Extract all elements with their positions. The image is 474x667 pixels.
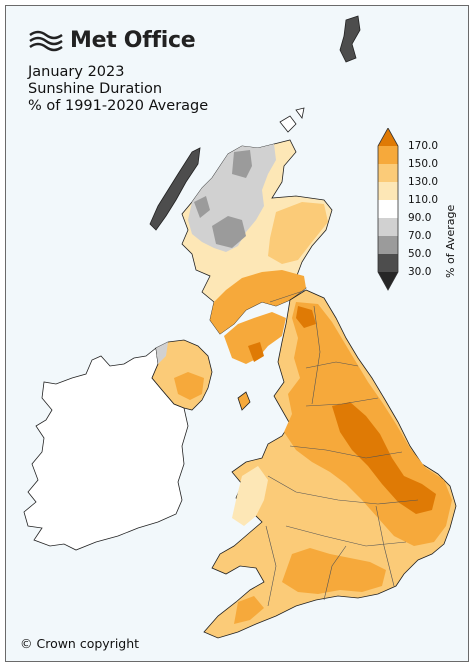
legend-label-50: 50.0 — [408, 248, 432, 260]
legend-label-170: 170.0 — [408, 140, 439, 152]
legend-label-30: 30.0 — [408, 266, 432, 278]
ireland-landmass — [23, 347, 189, 551]
scotland-grey-zone — [188, 144, 276, 252]
legend-swatch-above-170 — [378, 128, 398, 146]
wales-light-zone — [232, 466, 268, 526]
legend-swatch-70-90 — [378, 218, 398, 236]
shetland-islands — [339, 15, 361, 63]
orkney-islands — [279, 107, 305, 133]
england-deep-orange-zone — [296, 306, 436, 514]
legend-unit-label: % of Average — [444, 204, 457, 278]
legend-swatch-150-170 — [378, 146, 398, 164]
scotland-light-orange-zone — [268, 202, 328, 264]
legend-swatch-90-110 — [378, 200, 398, 218]
legend-label-130: 130.0 — [408, 176, 439, 188]
legend-swatch-50-70 — [378, 236, 398, 254]
sunshine-anomaly-map — [23, 15, 457, 639]
map-frame: Met Office January 2023 Sunshine Duratio… — [5, 5, 469, 662]
scotland-dark-grey-zone — [194, 150, 252, 248]
met-office-logo: Met Office — [28, 28, 196, 53]
title-variable: Sunshine Duration — [28, 81, 163, 97]
northern-ireland-patch — [174, 372, 204, 400]
northern-ireland-grey-patch — [156, 342, 168, 364]
legend-outline — [377, 128, 399, 291]
south-england-orange-zone — [234, 548, 386, 624]
title-units: % of 1991-2020 Average — [28, 98, 209, 114]
legend-label-150: 150.0 — [408, 158, 439, 170]
isle-of-man — [237, 391, 251, 411]
legend-colorbar — [377, 128, 399, 291]
legend-swatch-below-30 — [378, 272, 398, 290]
legend-label-90: 90.0 — [408, 212, 432, 224]
color-legend: 170.0 150.0 130.0 110.0 90.0 70.0 50.0 3… — [370, 128, 466, 298]
central-belt-deep-orange-zone — [248, 342, 264, 362]
legend-label-110: 110.0 — [408, 194, 439, 206]
legend-swatch-110-130 — [378, 182, 398, 200]
western-isles — [149, 147, 201, 231]
wave-lines-logo-icon — [29, 30, 63, 51]
title-period: January 2023 — [28, 64, 125, 80]
region-boundaries — [265, 289, 419, 607]
legend-swatch-130-150 — [378, 164, 398, 182]
map-title: January 2023 Sunshine Duration % of 1991… — [28, 64, 208, 115]
copyright-notice: © Crown copyright — [20, 636, 140, 651]
scotland-orange-zone — [210, 270, 306, 334]
legend-label-70: 70.0 — [408, 230, 432, 242]
logo-wordmark: Met Office — [70, 28, 196, 53]
legend-swatch-30-50 — [378, 254, 398, 272]
central-belt-orange-zone — [224, 312, 286, 364]
